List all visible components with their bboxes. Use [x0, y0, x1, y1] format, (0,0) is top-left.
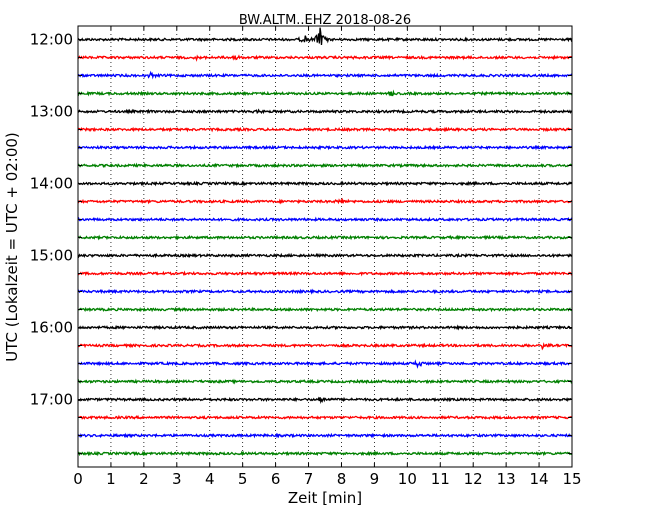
x-tick-label: 4 [205, 470, 215, 488]
y-tick-label: 17:00 [30, 391, 73, 409]
trace-1215 [77, 54, 573, 62]
y-axis-ticks: 12:00 13:00 14:00 15:00 16:00 17:00 [30, 31, 572, 454]
grid-lines [110, 26, 540, 467]
x-axis-label: Zeit [min] [288, 489, 362, 507]
trace-1515 [77, 270, 573, 277]
x-tick-label: 6 [271, 470, 281, 488]
trace-1315 [77, 126, 573, 133]
x-tick-label: 0 [73, 470, 83, 488]
trace-1600 [77, 324, 573, 331]
trace-1445 [77, 234, 573, 241]
x-tick-label: 2 [139, 470, 149, 488]
plot-frame [77, 25, 573, 468]
trace-1415 [77, 197, 573, 205]
trace-1615 [77, 342, 573, 351]
trace-1500 [77, 252, 573, 259]
seismic-traces [77, 27, 573, 457]
trace-1200 [77, 27, 573, 45]
trace-1745 [77, 450, 573, 457]
trace-1245 [77, 89, 573, 97]
x-tick-label: 1 [106, 470, 116, 488]
y-tick-label: 15:00 [30, 247, 73, 265]
x-tick-label: 3 [172, 470, 182, 488]
trace-1545 [77, 306, 573, 313]
x-tick-label: 10 [398, 470, 417, 488]
trace-1530 [77, 288, 573, 295]
x-tick-label: 5 [238, 470, 248, 488]
y-axis-label: UTC (Lokalzeit = UTC + 02:00) [3, 132, 21, 362]
trace-1230 [77, 70, 573, 80]
trace-1430 [77, 216, 573, 223]
trace-1645 [77, 378, 573, 385]
trace-1345 [77, 162, 573, 169]
trace-1400 [77, 180, 573, 187]
y-tick-label: 12:00 [30, 31, 73, 49]
y-tick-label: 16:00 [30, 319, 73, 337]
y-tick-label: 14:00 [30, 175, 73, 193]
chart-title: BW.ALTM..EHZ 2018-08-26 [239, 13, 411, 28]
trace-1630 [77, 359, 573, 369]
x-tick-label: 7 [304, 470, 314, 488]
x-tick-label: 12 [464, 470, 483, 488]
x-tick-label: 14 [530, 470, 549, 488]
y-tick-label: 13:00 [30, 103, 73, 121]
x-tick-label: 11 [431, 470, 450, 488]
trace-1730 [77, 432, 573, 439]
x-tick-label: 8 [337, 470, 347, 488]
x-tick-label: 15 [562, 470, 581, 488]
trace-1715 [77, 414, 573, 421]
trace-1700 [77, 396, 573, 405]
x-tick-label: 13 [497, 470, 516, 488]
trace-1330 [77, 144, 573, 151]
trace-1300 [77, 108, 573, 115]
x-tick-label: 9 [370, 470, 380, 488]
x-axis-ticks: 0 1 2 3 4 5 6 7 8 9 10 11 12 13 14 15 [73, 26, 582, 488]
